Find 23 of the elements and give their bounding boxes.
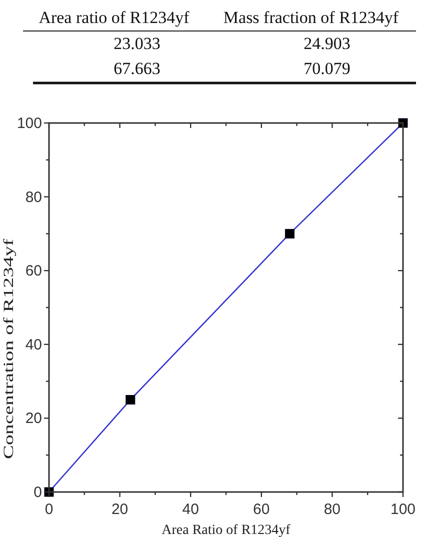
y-axis-title: Concentration of R1234yf: [0, 238, 16, 460]
y-tick-label: 60: [25, 262, 42, 280]
x-axis-title: Area Ratio of R1234yf: [162, 523, 291, 537]
y-tick-label: 80: [25, 188, 42, 206]
y-tick-label: 0: [34, 484, 42, 501]
x-tick-label: 20: [111, 501, 128, 518]
point: [284, 228, 294, 238]
y-tick-label: 40: [25, 336, 42, 354]
point: [398, 118, 408, 128]
x-tick-label: 40: [182, 501, 199, 518]
x-tick-label: 100: [390, 501, 416, 518]
x-tick-label: 60: [253, 501, 270, 518]
text: 67.663: [114, 59, 160, 78]
point: [126, 395, 136, 404]
x-tick-label: 0: [44, 501, 54, 518]
text: 70.079: [304, 59, 350, 78]
y-tick-label: 100: [16, 115, 42, 132]
text: 23.033: [114, 34, 160, 53]
x-tick-label: 80: [324, 501, 341, 518]
text: Mass fraction of R1234yf: [223, 8, 399, 27]
text: Area ratio of R1234yf: [38, 8, 190, 27]
text: 24.903: [304, 34, 350, 53]
y-tick-label: 20: [25, 410, 42, 428]
